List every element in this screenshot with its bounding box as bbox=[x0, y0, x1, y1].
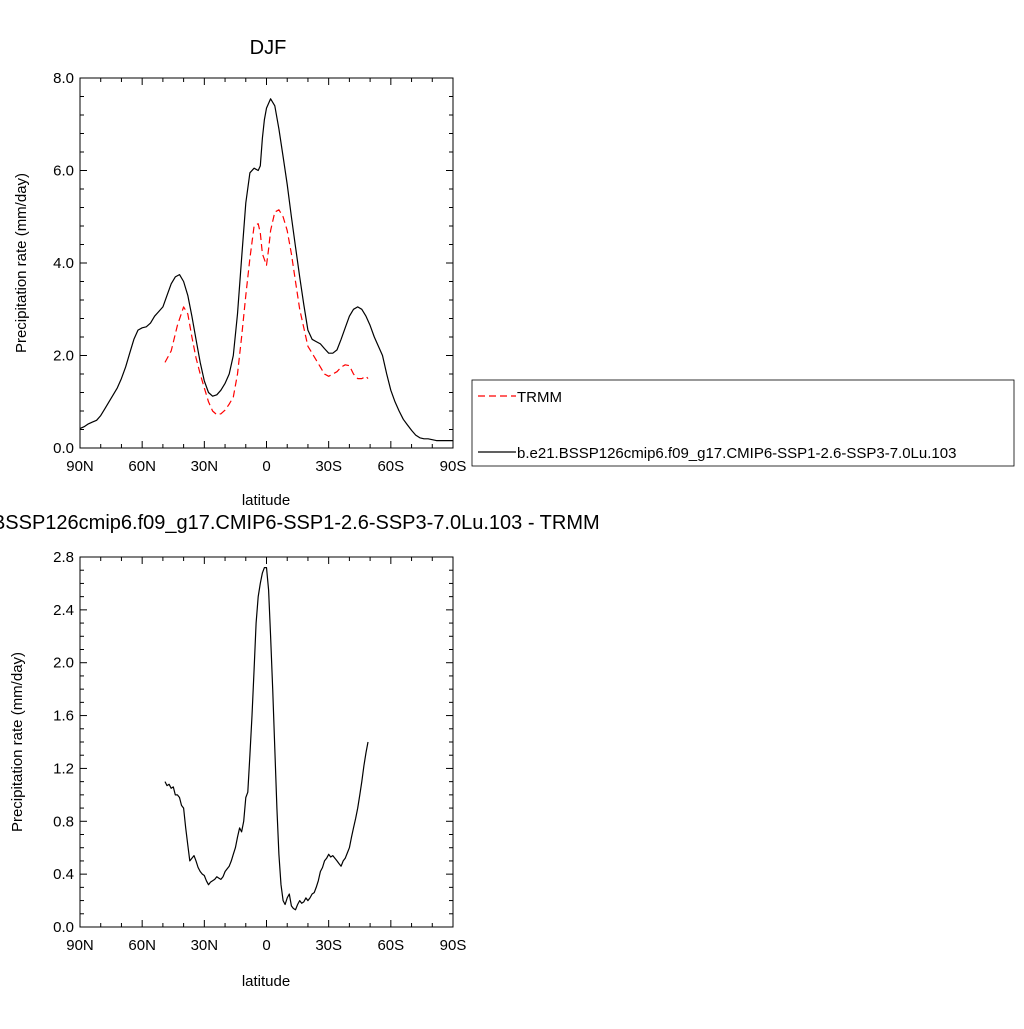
y-tick-label: 0.0 bbox=[53, 440, 74, 457]
x-tick-label: 60S bbox=[377, 458, 404, 475]
x-tick-label: 90N bbox=[66, 458, 94, 475]
y-tick-label: 1.6 bbox=[53, 708, 74, 725]
bottom-x-axis-label: latitude bbox=[242, 973, 290, 990]
top-x-axis-label: latitude bbox=[242, 492, 290, 509]
x-tick-label: 90N bbox=[66, 937, 94, 954]
legend-box bbox=[471, 379, 1015, 467]
x-tick-label: 30N bbox=[191, 937, 219, 954]
top-tick-labels: 90N 60N 30N 0 30S 60S 90S 0.0 2.0 4.0 6.0 8.0 bbox=[53, 70, 466, 475]
bottom-series bbox=[164, 566, 369, 911]
top-chart-title: DJF bbox=[250, 37, 287, 59]
bottom-plot-frame bbox=[79, 556, 454, 928]
bottom-tick-labels: 90N 60N 30N 0 30S 60S 90S 0.0 0.4 0.8 1.2 1.6 2.0 2.4… bbox=[53, 549, 466, 954]
top-ticks bbox=[79, 77, 454, 449]
y-tick-label: 2.8 bbox=[53, 549, 74, 566]
x-tick-label: 0 bbox=[262, 458, 270, 475]
x-tick-label: 0 bbox=[262, 937, 270, 954]
x-tick-label: 30S bbox=[315, 458, 342, 475]
top-plot-frame bbox=[79, 77, 454, 449]
x-tick-label: 60N bbox=[128, 458, 156, 475]
bottom-series-line-0 bbox=[164, 566, 369, 911]
y-tick-label: 0.4 bbox=[53, 866, 74, 883]
y-tick-label: 2.0 bbox=[53, 348, 74, 365]
top-series-line-b-e21-bssp126cmip6-f09-g17-cmi bbox=[79, 98, 453, 442]
top-y-axis-label: Precipitation rate (mm/day) bbox=[13, 173, 30, 353]
x-tick-label: 60S bbox=[377, 937, 404, 954]
bottom-y-axis-label: Precipitation rate (mm/day) bbox=[9, 652, 26, 832]
legend-label-trmm: TRMM bbox=[517, 389, 562, 406]
y-tick-label: 0.8 bbox=[53, 813, 74, 830]
top-series-line-trmm bbox=[164, 209, 369, 416]
bottom-ticks bbox=[79, 556, 454, 928]
bottom-plot: b.e21.BSSP126cmip6.f09_g17.CMIP6-SSP1-2.… bbox=[0, 512, 600, 990]
y-tick-label: 1.2 bbox=[53, 760, 74, 777]
y-tick-label: 4.0 bbox=[53, 255, 74, 272]
bottom-chart-title: b.e21.BSSP126cmip6.f09_g17.CMIP6-SSP1-2.… bbox=[0, 512, 600, 534]
x-tick-label: 30S bbox=[315, 937, 342, 954]
legend: TRMM b.e21.BSSP126cmip6.f09_g17.CMIP6-SS… bbox=[471, 379, 1015, 467]
legend-label-model: b.e21.BSSP126cmip6.f09_g17.CMIP6-SSP1-2.… bbox=[517, 445, 956, 462]
y-tick-label: 2.4 bbox=[53, 602, 74, 619]
top-plot: DJF Precipitation rate (mm/day) latitude… bbox=[13, 37, 466, 509]
top-series bbox=[79, 98, 453, 442]
y-tick-label: 6.0 bbox=[53, 163, 74, 180]
x-tick-label: 90S bbox=[440, 458, 467, 475]
x-tick-label: 90S bbox=[440, 937, 467, 954]
y-tick-label: 2.0 bbox=[53, 655, 74, 672]
x-tick-label: 60N bbox=[128, 937, 156, 954]
y-tick-label: 8.0 bbox=[53, 70, 74, 87]
x-tick-label: 30N bbox=[191, 458, 219, 475]
y-tick-label: 0.0 bbox=[53, 919, 74, 936]
